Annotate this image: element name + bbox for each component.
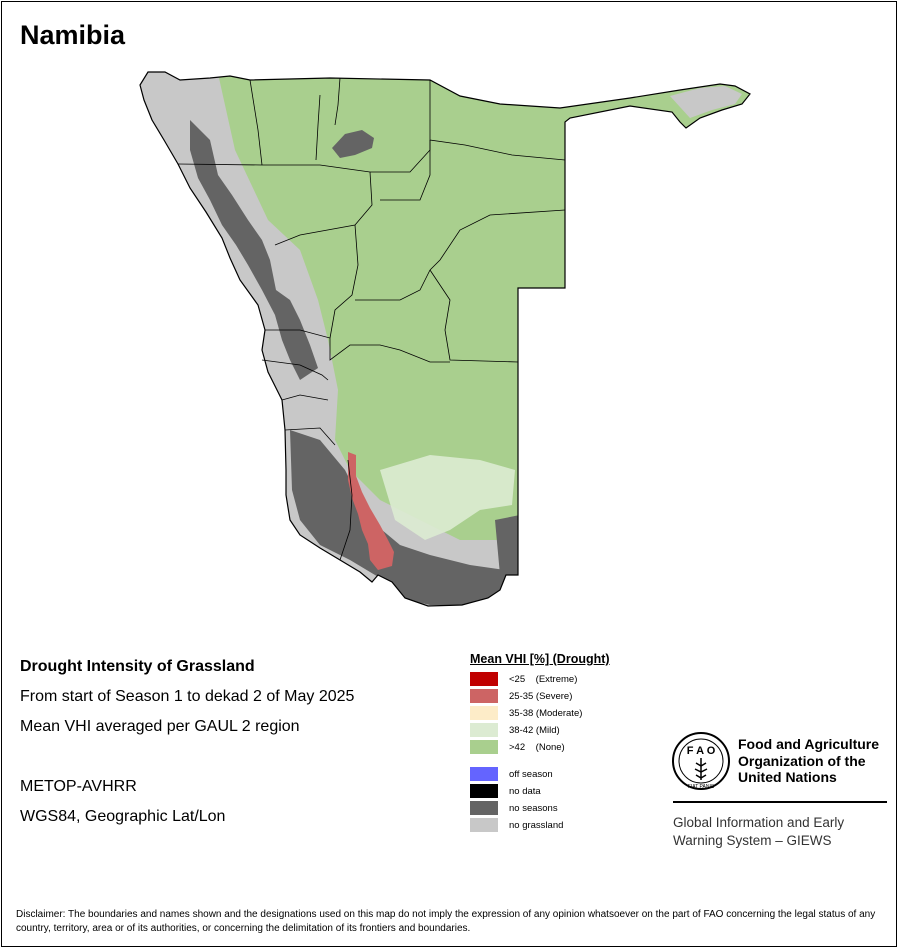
admin-boundaries [177,77,566,561]
legend-item-no-grassland: no grassland [470,818,563,832]
disclaimer: Disclaimer: The boundaries and names sho… [16,909,876,934]
legend-label: <25 (Extreme) [509,673,578,685]
info-sensor: METOP-AVHRR [20,778,137,795]
svg-text:F A O: F A O [687,745,716,757]
legend-label: no seasons [509,802,558,814]
legend: Mean VHI [%] (Drought) <25 (Extreme) 25-… [470,652,610,832]
legend-label: >42 (None) [509,741,565,753]
map-info: Drought Intensity of Grassland From star… [20,656,354,836]
legend-label: no grassland [509,819,564,831]
info-method: Mean VHI averaged per GAUL 2 region [20,718,300,735]
org-name-line: Organization of the [738,752,866,769]
sparse-grassland-south [380,455,515,540]
legend-swatch [470,672,498,686]
legend-swatch [470,706,498,720]
legend-swatch [470,723,498,737]
severe-drought-strip [348,452,394,570]
legend-label: no data [509,785,541,797]
giews-name-line: Global Information and Early [673,815,845,830]
legend-title: Mean VHI [%] (Drought) [470,652,610,666]
legend-item-extreme: <25 (Extreme) [470,672,577,686]
legend-item-no-data: no data [470,784,541,798]
legend-swatch [470,784,498,798]
fao-logo-icon: F A O FIAT PANIS [672,732,730,790]
info-spacer [20,746,354,776]
legend-swatch [470,818,498,832]
legend-item-severe: 25-35 (Severe) [470,689,572,703]
org-name-line: Food and Agriculture [738,736,880,752]
legend-item-no-seasons: no seasons [470,801,558,815]
map-title: Namibia [20,20,126,50]
legend-label: 35-38 (Moderate) [509,707,583,719]
legend-item-none: >42 (None) [470,740,565,754]
legend-swatch [470,801,498,815]
svg-text:FIAT PANIS: FIAT PANIS [688,784,715,790]
legend-item-off-season: off season [470,767,553,781]
caprivi-grassland-absent [670,86,742,118]
legend-label: off season [509,768,553,780]
giews-name-line: Warning System – GIEWS [673,833,832,848]
namibia-map [139,71,751,607]
legend-item-mild: 38-42 (Mild) [470,723,560,737]
legend-label: 38-42 (Mild) [509,724,560,736]
legend-swatch [470,689,498,703]
no-seasons-south [290,430,505,605]
legend-swatch [470,740,498,754]
legend-item-moderate: 35-38 (Moderate) [470,706,582,720]
legend-swatch [470,767,498,781]
no-seasons-southeast [495,515,520,580]
logo-divider [673,801,887,803]
country-outline [139,71,751,607]
legend-label: 25-35 (Severe) [509,690,573,702]
giews-name: Global Information and Early Warning Sys… [673,814,844,850]
org-name-line: United Nations [738,769,837,785]
info-period: From start of Season 1 to dekad 2 of May… [20,688,355,705]
info-projection: WGS84, Geographic Lat/Lon [20,808,226,825]
no-seasons-north [332,130,374,158]
info-product: Drought Intensity of Grassland [20,658,255,675]
organization-name: Food and Agriculture Organization of the… [738,736,879,786]
no-seasons-patches [190,120,318,380]
